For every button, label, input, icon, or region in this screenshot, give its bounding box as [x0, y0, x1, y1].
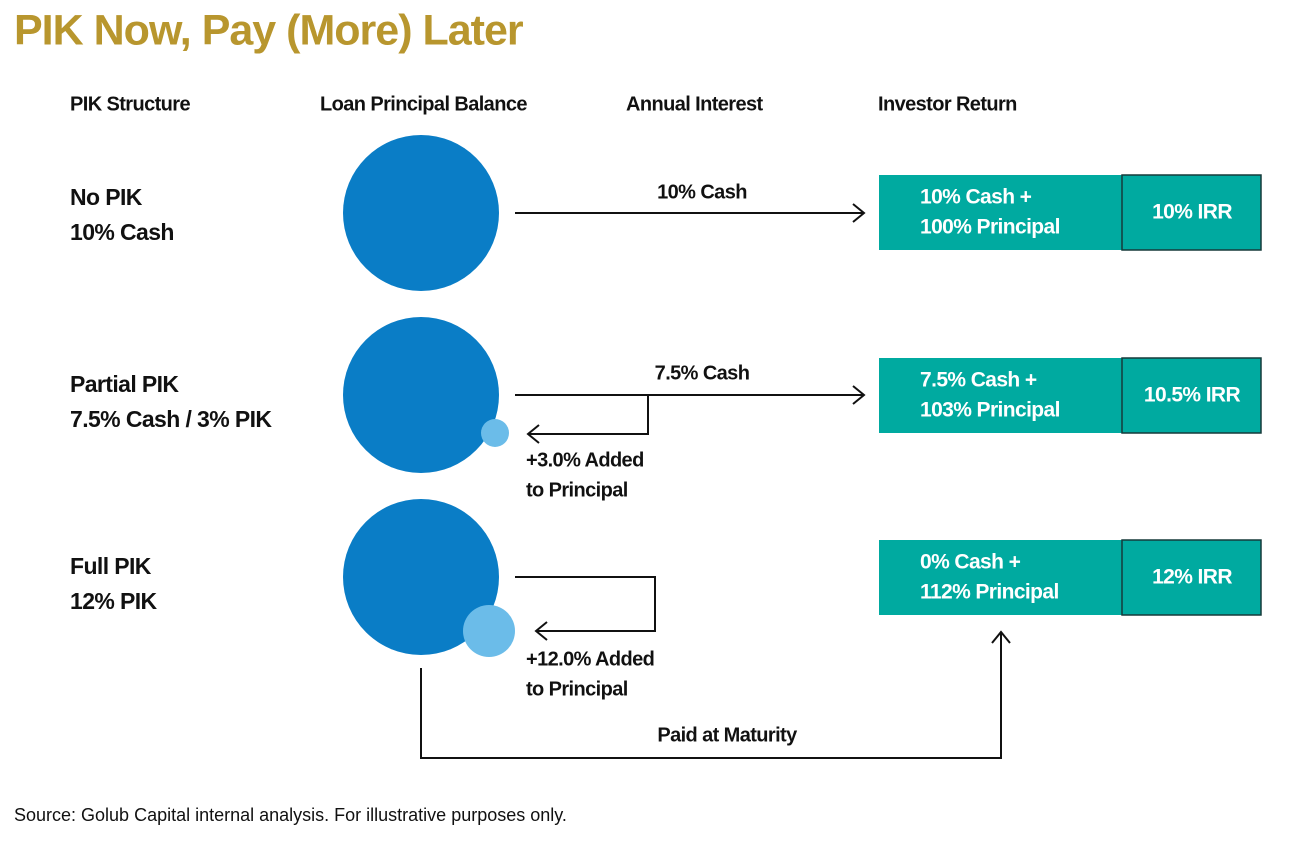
irr-box: [1121, 357, 1262, 434]
principal-circle: [343, 135, 499, 291]
structure-label: Full PIK: [70, 553, 152, 579]
title: PIK Now, Pay (More) Later: [14, 6, 524, 54]
principal-circle: [343, 499, 499, 655]
irr-text: 12% IRR: [1152, 566, 1232, 589]
irr-text: 10.5% IRR: [1144, 384, 1241, 407]
added-label: +3.0% Added: [526, 449, 644, 471]
added-label: to Principal: [526, 678, 628, 700]
arrow: [515, 203, 866, 223]
maturity-arrow: [420, 630, 1011, 759]
return-text: 103% Principal: [920, 399, 1060, 422]
return-box: [879, 540, 1122, 615]
structure-label: 12% PIK: [70, 588, 158, 614]
arrow: [515, 385, 866, 405]
return-text: 100% Principal: [920, 216, 1060, 239]
irr-box: [1121, 539, 1262, 616]
principal-circle: [343, 317, 499, 473]
maturity-label: Paid at Maturity: [657, 724, 798, 746]
return-text: 10% Cash +: [920, 186, 1032, 209]
return-box: [879, 175, 1122, 250]
arrow: [526, 395, 649, 444]
return-text: 112% Principal: [920, 581, 1059, 604]
structure-label: Partial PIK: [70, 371, 179, 397]
added-label: to Principal: [526, 479, 628, 501]
structure-label: 10% Cash: [70, 219, 174, 245]
header: Investor Return: [878, 93, 1017, 115]
pik-circle: [481, 419, 509, 447]
return-text: 0% Cash +: [920, 551, 1021, 574]
irr-text: 10% IRR: [1152, 201, 1232, 224]
added-label: +12.0% Added: [526, 648, 654, 670]
irr-box: [1121, 174, 1262, 251]
structure-label: 7.5% Cash / 3% PIK: [70, 406, 272, 432]
header: PIK Structure: [70, 93, 190, 115]
header: Loan Principal Balance: [320, 93, 527, 115]
return-box: [879, 358, 1122, 433]
interest-label: 10% Cash: [657, 181, 747, 203]
pik-circle: [463, 605, 515, 657]
return-text: 7.5% Cash +: [920, 369, 1037, 392]
header: Annual Interest: [626, 93, 764, 115]
source: Source: Golub Capital internal analysis.…: [14, 805, 567, 825]
structure-label: No PIK: [70, 184, 143, 210]
interest-label: 7.5% Cash: [655, 362, 750, 384]
arrow: [515, 576, 656, 641]
